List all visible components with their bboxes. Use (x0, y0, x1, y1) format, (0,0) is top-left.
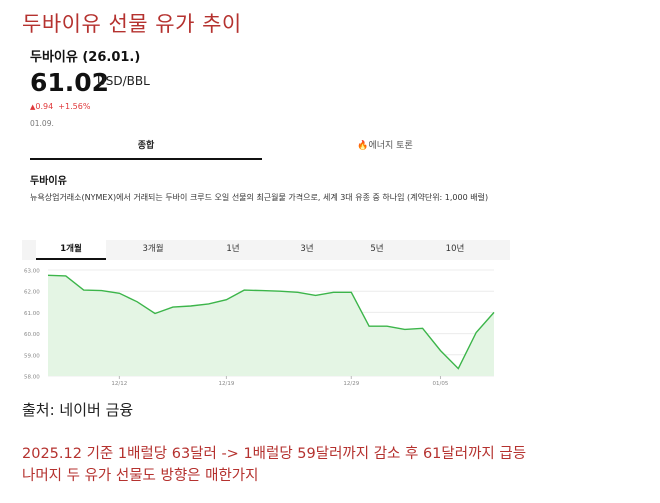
y-tick-label: 58.00 (24, 375, 40, 381)
price-unit: USD/BBL (97, 74, 150, 88)
up-arrow-icon: ▲ (30, 103, 36, 111)
y-tick-label: 60.00 (24, 332, 40, 338)
instrument-name: 두바이유 (26.01.) (30, 50, 141, 65)
x-tick-label: 01/05 (433, 381, 449, 387)
note-line-1: 2025.12 기준 1배럴당 63달러 -> 1배럴당 59달러까지 감소 후… (22, 446, 527, 462)
price-chart: 63.00 62.00 61.00 60.00 59.00 58.00 12/12 12/19… (24, 269, 495, 387)
main-tabs: 종합 🔥에너지 토론 (30, 138, 500, 160)
period-tab-3m[interactable]: 3개월 (142, 244, 164, 254)
x-tick-label: 12/19 (218, 381, 234, 387)
x-tick-label: 12/29 (343, 381, 359, 387)
period-tab-10y[interactable]: 10년 (445, 244, 465, 254)
change-percent: +1.56% (58, 102, 91, 111)
period-tab-3y[interactable]: 3년 (300, 244, 314, 254)
note-line-2: 나머지 두 유가 선물도 방향은 매한가지 (22, 468, 259, 484)
y-tick-label: 62.00 (24, 290, 40, 296)
current-price: 61.02 (30, 68, 110, 97)
x-tick-label: 12/12 (111, 381, 127, 387)
period-tab-1y[interactable]: 1년 (226, 244, 240, 254)
price-line (47, 274, 495, 370)
y-tick-label: 61.00 (24, 311, 40, 317)
tab-overview[interactable]: 종합 (30, 138, 262, 160)
info-title: 두바이유 (30, 176, 67, 187)
tab-energy-talk[interactable]: 🔥에너지 토론 (270, 138, 500, 158)
change-value: 0.94 (35, 102, 54, 111)
y-tick-label: 63.00 (24, 269, 40, 275)
source-caption: 출처: 네이버 금융 (22, 401, 134, 419)
fire-icon: 🔥 (357, 141, 369, 151)
info-description: 뉴욕상업거래소(NYMEX)에서 거래되는 두바이 크루드 오일 선물의 최근월… (30, 193, 489, 202)
quote-card: 두바이유 (26.01.) 61.02 USD/BBL ▲0.94 +1.56%… (22, 42, 510, 387)
price-change: ▲0.94 +1.56% (30, 102, 90, 111)
quote-date: 01.09. (30, 119, 54, 128)
period-tab-1m[interactable]: 1개월 (36, 240, 106, 260)
slide-title: 두바이유 선물 유가 추이 (22, 12, 242, 36)
tab-energy-talk-label: 에너지 토론 (368, 141, 413, 151)
period-tab-5y[interactable]: 5년 (370, 244, 384, 254)
y-tick-label: 59.00 (24, 353, 40, 359)
area-fill (48, 275, 494, 376)
period-selector: 1개월 3개월 1년 3년 5년 10년 (22, 240, 510, 260)
